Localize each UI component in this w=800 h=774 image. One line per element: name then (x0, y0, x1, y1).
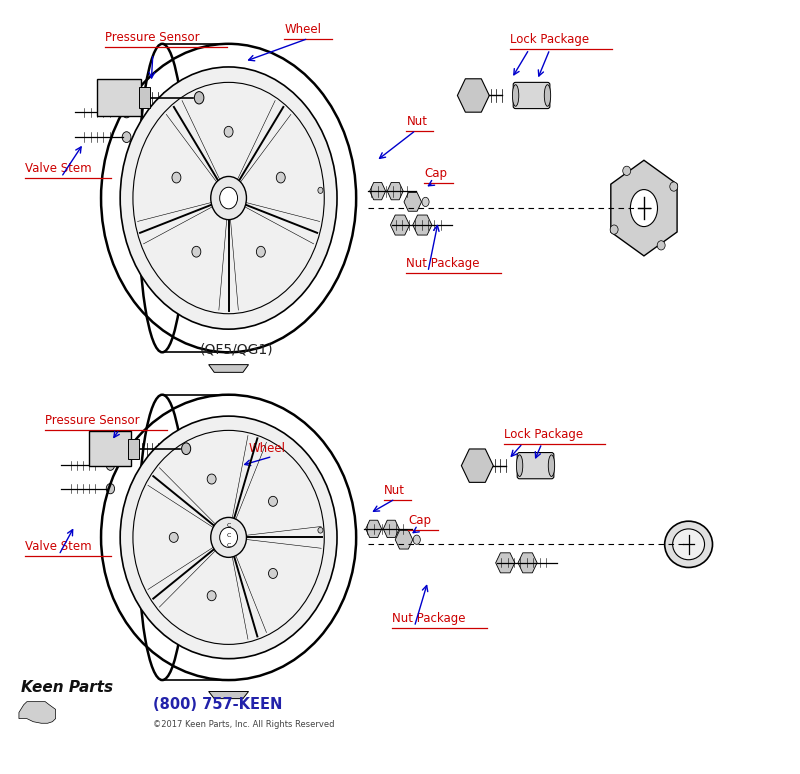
Ellipse shape (622, 166, 630, 176)
Text: Lock Package: Lock Package (510, 33, 589, 46)
Polygon shape (209, 691, 249, 699)
Text: Nut Package: Nut Package (406, 257, 480, 270)
Text: Keen Parts: Keen Parts (22, 680, 114, 696)
Polygon shape (19, 702, 55, 723)
Ellipse shape (657, 241, 665, 250)
Ellipse shape (276, 172, 286, 183)
Text: (QF5/QG1): (QF5/QG1) (200, 342, 274, 356)
Ellipse shape (256, 246, 266, 257)
Ellipse shape (422, 197, 429, 207)
Ellipse shape (220, 527, 238, 547)
Ellipse shape (630, 190, 658, 227)
Polygon shape (366, 520, 382, 538)
Ellipse shape (220, 187, 238, 209)
Text: Valve Stem: Valve Stem (26, 162, 92, 175)
FancyBboxPatch shape (89, 431, 130, 466)
Ellipse shape (516, 455, 522, 477)
Ellipse shape (269, 568, 278, 578)
Ellipse shape (210, 176, 246, 220)
Text: (800) 757-KEEN: (800) 757-KEEN (153, 697, 282, 712)
Text: Nut: Nut (406, 115, 427, 128)
Ellipse shape (207, 474, 216, 484)
Ellipse shape (122, 107, 131, 118)
Ellipse shape (170, 533, 178, 543)
Ellipse shape (194, 91, 204, 104)
FancyBboxPatch shape (97, 79, 141, 116)
Polygon shape (462, 449, 494, 482)
Text: Wheel: Wheel (249, 442, 286, 455)
Text: C: C (226, 523, 230, 529)
Ellipse shape (318, 187, 323, 194)
Ellipse shape (210, 517, 246, 557)
Ellipse shape (269, 496, 278, 506)
Ellipse shape (665, 521, 713, 567)
Ellipse shape (106, 460, 114, 471)
Polygon shape (383, 520, 399, 538)
FancyBboxPatch shape (514, 82, 550, 108)
Polygon shape (209, 365, 249, 372)
FancyBboxPatch shape (128, 439, 138, 458)
Ellipse shape (172, 172, 181, 183)
Polygon shape (404, 193, 422, 211)
Text: Nut Package: Nut Package (392, 611, 466, 625)
Text: Pressure Sensor: Pressure Sensor (105, 31, 200, 44)
Text: Lock Package: Lock Package (504, 428, 582, 441)
Text: C: C (226, 533, 230, 539)
Ellipse shape (670, 182, 678, 191)
Text: Valve Stem: Valve Stem (26, 539, 92, 553)
Polygon shape (370, 183, 386, 200)
Ellipse shape (413, 535, 420, 544)
Ellipse shape (106, 484, 114, 494)
Ellipse shape (673, 529, 705, 560)
Ellipse shape (192, 246, 201, 257)
Text: Pressure Sensor: Pressure Sensor (46, 414, 140, 427)
Text: Cap: Cap (408, 515, 431, 527)
Ellipse shape (544, 84, 550, 106)
Polygon shape (496, 553, 515, 573)
Text: Nut: Nut (384, 484, 405, 496)
Polygon shape (611, 160, 677, 256)
Polygon shape (458, 79, 490, 112)
FancyBboxPatch shape (517, 453, 554, 479)
Polygon shape (387, 183, 403, 200)
Text: Wheel: Wheel (285, 23, 322, 36)
Ellipse shape (318, 527, 323, 533)
Text: ©2017 Keen Parts, Inc. All Rights Reserved: ©2017 Keen Parts, Inc. All Rights Reserv… (153, 721, 334, 729)
Ellipse shape (182, 443, 190, 454)
Ellipse shape (610, 225, 618, 235)
Ellipse shape (122, 132, 131, 142)
Ellipse shape (513, 84, 518, 106)
Ellipse shape (207, 591, 216, 601)
Ellipse shape (120, 416, 337, 659)
Ellipse shape (548, 455, 554, 477)
Ellipse shape (120, 67, 337, 329)
Polygon shape (518, 553, 537, 573)
Text: Cap: Cap (424, 167, 447, 180)
Text: C: C (226, 543, 230, 549)
Ellipse shape (224, 126, 233, 137)
Polygon shape (390, 215, 410, 235)
Polygon shape (413, 215, 432, 235)
Polygon shape (395, 530, 413, 549)
FancyBboxPatch shape (138, 87, 150, 108)
